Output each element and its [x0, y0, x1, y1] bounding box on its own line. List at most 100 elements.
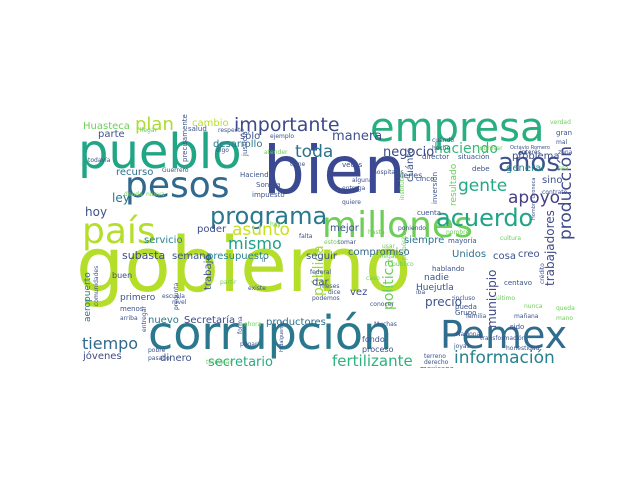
word-semana: semana [172, 251, 212, 262]
word-importante: importante [234, 114, 340, 136]
word-partir: partir [220, 279, 237, 286]
word-usar: usar [382, 243, 396, 250]
word-bienes: bienes [396, 171, 423, 180]
word-situacion: situación [458, 153, 490, 161]
word-honestidad: honestidad [506, 345, 540, 352]
word-cambio: cambio [192, 118, 229, 129]
word-pobre: pobre [148, 347, 166, 354]
word-inversion: inversión [431, 171, 439, 204]
word-impuesto: impuesto [252, 191, 285, 199]
word-director: director [422, 153, 450, 161]
word-mismo: mismo [228, 234, 282, 253]
word-quiere: quiere [342, 199, 361, 206]
word-existe: existe [248, 285, 266, 292]
word-caso: caso [366, 275, 380, 282]
word-ley: ley [112, 191, 130, 205]
word-grupo: Grupo [455, 309, 477, 317]
word-hecho: hecho [432, 145, 451, 152]
word-precio: precio [425, 295, 462, 309]
word-sonora: Sonora [256, 181, 281, 189]
word-comunidades: comunidades [93, 265, 100, 306]
word-trabajo: trabajo [203, 254, 214, 290]
word-contrato: contrato [542, 189, 568, 196]
word-resultado: resultado [449, 163, 459, 206]
word-bien: bien [263, 132, 406, 209]
word-haciendo: haciendo [434, 141, 498, 157]
word-buen: buen [112, 271, 133, 280]
word-pais: país [82, 211, 156, 252]
word-presupuesto: presupuesto [207, 251, 270, 262]
word-asunto: asunto [232, 220, 290, 240]
word-falta: falta [299, 233, 313, 240]
word-zona: zona [558, 149, 573, 156]
word-publico: público [392, 261, 414, 268]
word-arriba: arriba [120, 315, 138, 322]
word-respecto: respecto [218, 127, 244, 134]
word-poder: poder [197, 224, 227, 235]
word-secretario: secretario [208, 355, 273, 368]
word-cuenta: cuenta [417, 209, 442, 217]
word-ejemplo: ejemplo [270, 133, 295, 140]
word-pueda: pueda [455, 303, 477, 311]
word-sido: sido [510, 323, 525, 331]
word-fondo: fondo [362, 335, 385, 344]
word-huejutla: Huejutla [416, 283, 454, 293]
word-conocer: conocer [370, 301, 394, 308]
word-muchas: Muchas [374, 321, 397, 328]
word-tiene: tiene [290, 161, 306, 168]
word-nuevo: nuevo [148, 315, 179, 326]
word-precisamente: precisamente [181, 114, 189, 162]
word-corrupcion: corrupción [148, 306, 393, 360]
word-general: general [506, 163, 545, 174]
word-nivel: nivel [172, 299, 187, 306]
word-unidos: Unidos [452, 249, 487, 260]
word-transformacion: transformación [480, 335, 526, 342]
word-recurso: recurso [116, 167, 154, 178]
word-primero: primero [120, 293, 156, 303]
word-dice: dice [328, 289, 341, 296]
word-proceso: proceso [362, 345, 394, 354]
word-salud: salud [188, 125, 207, 133]
word-entrega: entrega [342, 185, 366, 192]
word-menos: menos [120, 305, 144, 313]
word-gran: gran [556, 129, 573, 137]
word-nadie: nadie [424, 273, 449, 283]
word-poniendo: poniendo [398, 225, 426, 232]
word-justicia: justicia [241, 131, 249, 156]
word-proposito: propósito [401, 231, 408, 260]
word-negocio: negocio [383, 145, 435, 160]
word-cosa: cosa [493, 251, 516, 262]
word-pesos: pesos [125, 165, 230, 206]
word-terreno: terreno [424, 353, 446, 360]
word-mayoria: mayoría [448, 237, 477, 245]
word-nueva: nueva [146, 191, 165, 198]
word-seguir: seguir [306, 251, 337, 262]
word-toda: toda [295, 142, 334, 162]
word-ultimo: último [496, 295, 516, 302]
word-parte: parte [98, 129, 125, 140]
word-verdad: verdad [550, 119, 571, 126]
word-fertilizante: fertilizante [332, 352, 413, 369]
word-meses: meses [320, 283, 340, 290]
word-hombre-oroneca: Hombre Oroneca [531, 177, 537, 220]
word-llegan: llegan [380, 253, 399, 260]
word-nacional: Nacional [456, 331, 482, 338]
word-hospitales: hospitales [373, 169, 404, 176]
word-ahora: ahora [244, 321, 262, 328]
word-todavia: todavía [88, 157, 111, 164]
word-nunca: nunca [524, 303, 543, 310]
word-sino: sino [542, 175, 563, 186]
word-ir: ir [262, 257, 267, 264]
word-creo: creo [518, 249, 540, 260]
word-guerrero: Guerrero [162, 167, 189, 174]
word-incluso: incluso [454, 295, 476, 302]
word-hablando: hablando [432, 265, 465, 273]
word-veces: veces [342, 161, 363, 169]
word-podemos: podemos [312, 295, 340, 302]
word-servicio: servicio [144, 235, 183, 246]
word-anos: años [498, 148, 560, 178]
word-atender: atender [264, 149, 288, 156]
word-compromiso: compromiso [348, 247, 410, 258]
word-informacion: información [454, 348, 555, 368]
word-centavo: centavo [504, 279, 533, 287]
